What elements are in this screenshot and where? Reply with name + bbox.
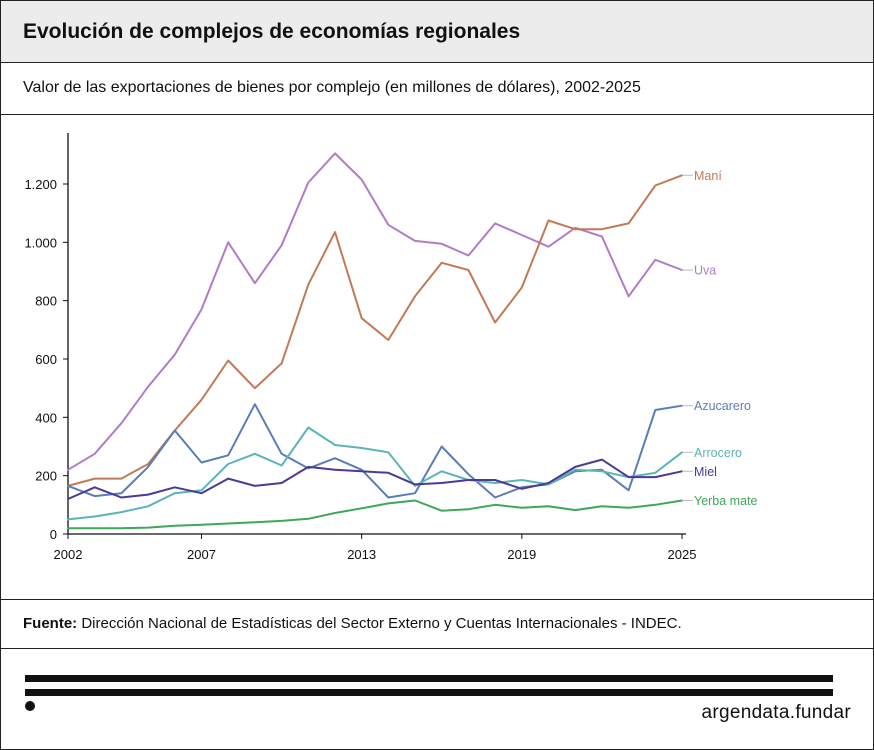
y-tick-label: 200 [35, 469, 57, 484]
series-label-miel: Miel [694, 465, 717, 479]
chart-area: 0 200 400 600 800 1.000 1.200 2002 2007 2013 2019 2… [1, 115, 873, 600]
series-label-yerba-mate: Yerba mate [694, 494, 758, 508]
brand-logo: argendata.fundar [701, 702, 851, 723]
y-tick-label: 600 [35, 352, 57, 367]
brand-stripe-top [25, 675, 833, 682]
source-text: Dirección Nacional de Estadísticas del S… [81, 615, 682, 632]
series-line-miel [67, 458, 683, 500]
y-tick-label: 0 [50, 527, 57, 542]
chart-title: Evolución de complejos de economías regi… [23, 20, 521, 43]
source-bar: Fuente: Dirección Nacional de Estadístic… [1, 600, 873, 649]
brand-area: argendata.fundar [1, 649, 873, 749]
source-note: Fuente: Dirección Nacional de Estadístic… [23, 615, 682, 632]
line-chart: 0 200 400 600 800 1.000 1.200 2002 2007 2013 2019 2… [24, 133, 758, 562]
x-tick-label: 2013 [347, 547, 376, 562]
y-tick-label: 800 [35, 294, 57, 309]
brand-stripe-bottom [25, 689, 833, 696]
chart-subtitle: Valor de las exportaciones de bienes por… [23, 79, 641, 96]
y-tick-label: 400 [35, 410, 57, 425]
subtitle-bar: Valor de las exportaciones de bienes por… [1, 63, 873, 115]
source-label: Fuente: [23, 615, 78, 632]
x-tick-label: 2019 [507, 547, 536, 562]
series-label-uva: Uva [694, 264, 716, 278]
y-tick-label: 1.000 [24, 235, 57, 250]
series-line-uva [67, 152, 683, 471]
x-tick-label: 2002 [54, 547, 83, 562]
x-tick-label: 2007 [187, 547, 216, 562]
series-line-maní [67, 174, 683, 487]
series-label-maní: Maní [694, 169, 722, 183]
title-bar: Evolución de complejos de economías regi… [1, 1, 873, 63]
brand-dot [25, 701, 35, 711]
y-tick-label: 1.200 [24, 177, 57, 192]
series-line-yerba-mate [67, 499, 683, 530]
series-line-arrocero [67, 426, 683, 521]
series-label-arrocero: Arrocero [694, 446, 742, 460]
x-tick-label: 2025 [668, 547, 697, 562]
series-label-azucarero: Azucarero [694, 399, 751, 413]
